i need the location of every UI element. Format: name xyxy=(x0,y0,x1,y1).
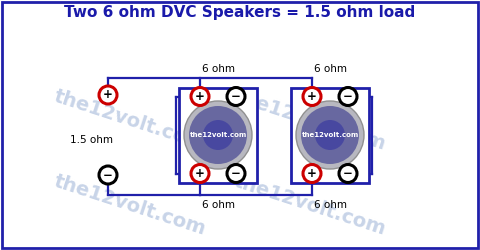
Text: −: − xyxy=(231,90,241,103)
Circle shape xyxy=(203,120,233,150)
Circle shape xyxy=(184,101,252,169)
Text: 6 ohm: 6 ohm xyxy=(313,200,347,209)
Text: +: + xyxy=(195,90,205,103)
Text: Two 6 ohm DVC Speakers = 1.5 ohm load: Two 6 ohm DVC Speakers = 1.5 ohm load xyxy=(64,6,416,20)
Text: −: − xyxy=(343,167,353,180)
Circle shape xyxy=(191,88,209,106)
Text: +: + xyxy=(103,88,113,102)
Text: 6 ohm: 6 ohm xyxy=(313,64,347,74)
Text: 6 ohm: 6 ohm xyxy=(202,200,235,209)
Circle shape xyxy=(339,164,357,182)
Circle shape xyxy=(189,106,247,164)
Text: −: − xyxy=(231,167,241,180)
Circle shape xyxy=(99,86,117,104)
Text: −: − xyxy=(343,90,353,103)
Text: −: − xyxy=(103,168,113,181)
Text: the12volt.com: the12volt.com xyxy=(231,86,388,154)
Text: 6 ohm: 6 ohm xyxy=(202,64,235,74)
Circle shape xyxy=(227,164,245,182)
Text: the12volt.com: the12volt.com xyxy=(51,86,208,154)
Circle shape xyxy=(301,106,359,164)
Circle shape xyxy=(303,88,321,106)
Circle shape xyxy=(227,88,245,106)
Bar xyxy=(291,88,369,182)
Circle shape xyxy=(191,164,209,182)
Text: the12volt.com: the12volt.com xyxy=(51,172,208,238)
Text: +: + xyxy=(307,167,317,180)
Circle shape xyxy=(303,164,321,182)
Text: the12volt.com: the12volt.com xyxy=(190,132,247,138)
Circle shape xyxy=(99,166,117,184)
Text: the12volt.com: the12volt.com xyxy=(231,172,388,238)
Circle shape xyxy=(339,88,357,106)
Circle shape xyxy=(315,120,345,150)
Text: 1.5 ohm: 1.5 ohm xyxy=(70,135,113,145)
Text: the12volt.com: the12volt.com xyxy=(301,132,359,138)
Bar xyxy=(179,88,257,182)
Circle shape xyxy=(296,101,364,169)
Text: +: + xyxy=(195,167,205,180)
Text: +: + xyxy=(307,90,317,103)
